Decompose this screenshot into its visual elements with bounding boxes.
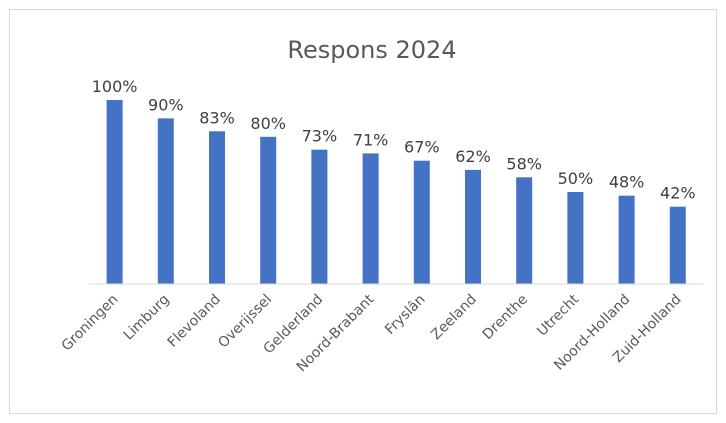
data-label-0: 100% [92,77,138,96]
data-label-10: 48% [609,173,645,192]
bar-4 [311,149,328,284]
x-tick-label-1: Limburg [121,292,173,344]
data-label-3: 80% [250,114,286,133]
bar-0 [106,100,123,284]
bar-11 [669,206,686,284]
bar-6 [413,160,430,284]
x-tick-label-6: Fryslân [382,292,428,338]
data-label-9: 50% [558,169,594,188]
bars-group [106,100,686,285]
bar-9 [567,192,584,284]
bar-5 [362,153,379,284]
data-label-8: 58% [506,154,542,173]
bar-2 [209,131,225,284]
bar-8 [516,177,533,284]
chart-title: Respons 2024 [287,36,456,64]
data-label-2: 83% [199,108,235,127]
x-tick-label-7: Zeeland [428,292,480,344]
bar-10 [618,195,635,284]
x-tick-label-8: Drenthe [480,292,531,343]
bar-1 [157,118,174,285]
bar-3 [260,136,277,284]
data-label-11: 42% [660,184,696,203]
x-tick-labels-group: Groningen LimburgFlevolandOverijsselGelde… [59,291,685,375]
x-tick-label-0: Groningen [59,292,122,355]
x-tick-label-2: Flevoland [165,292,224,351]
data-labels-group: 100% 90% 83% 80% 73% 71% 67% 62% 58% 50% 48% 42% [92,77,696,203]
bar-7 [465,169,481,284]
x-tick-label-9: Utrecht [534,291,582,339]
data-label-1: 90% [148,95,184,114]
data-label-4: 73% [302,127,338,146]
data-label-5: 71% [353,130,389,149]
data-label-6: 67% [404,138,440,157]
data-label-7: 62% [455,147,491,166]
